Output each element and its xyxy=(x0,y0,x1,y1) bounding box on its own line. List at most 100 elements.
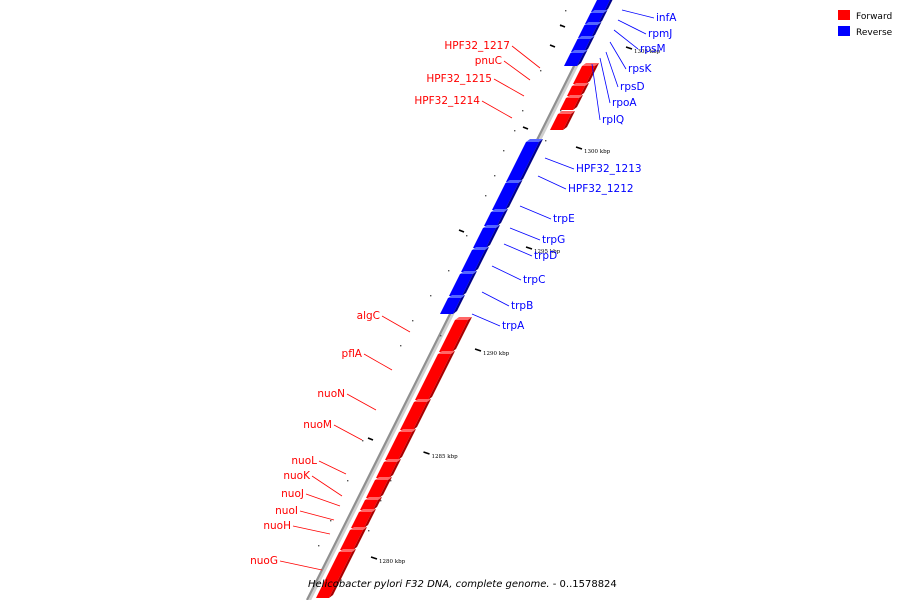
gene-label-hpf32-1215: HPF32_1215 xyxy=(426,73,525,97)
reverse-gene xyxy=(506,139,543,182)
svg-text:HPF32_1213: HPF32_1213 xyxy=(576,163,642,175)
gene-label-infa: infA xyxy=(621,9,677,24)
tick-label: 1285 kbp xyxy=(432,454,459,460)
legend-reverse-swatch xyxy=(838,26,850,36)
scale-dot xyxy=(380,500,382,502)
forward-gene xyxy=(360,497,382,510)
gene-label-nuom: nuoM xyxy=(303,419,363,441)
tick-mark xyxy=(549,44,556,48)
tick-label: 1300 kbp xyxy=(584,149,611,155)
svg-text:infA: infA xyxy=(656,12,677,24)
svg-text:nuoM: nuoM xyxy=(303,419,332,431)
reverse-gene xyxy=(578,22,602,38)
reverse-gene xyxy=(449,271,477,296)
forward-gene xyxy=(567,83,589,96)
gene-label-nuog: nuoG xyxy=(250,555,323,571)
tick-mark xyxy=(525,246,533,250)
caption-range: - 0..1578824 xyxy=(550,579,617,590)
legend-forward-label: Forward xyxy=(856,12,892,22)
map-caption: Helicobacter pylori F32 DNA, complete ge… xyxy=(308,579,617,590)
scale-dot xyxy=(503,150,505,152)
scale-dot xyxy=(362,440,364,442)
legend-reverse-label: Reverse xyxy=(856,28,893,38)
forward-gene xyxy=(560,95,583,110)
tick-mark xyxy=(474,348,482,352)
svg-text:rplQ: rplQ xyxy=(602,114,624,126)
scale-dot xyxy=(466,235,468,237)
scale-dot xyxy=(448,270,450,272)
scale-dot xyxy=(390,480,392,482)
gene-label-layer: infA rpmJ rpsM rpsK rpsD rpoA rplQ HPF32_1213 HP… xyxy=(250,9,677,571)
forward-gene xyxy=(550,111,575,130)
svg-text:trpE: trpE xyxy=(553,213,575,225)
gene-label-pnuc: pnuC xyxy=(475,55,531,81)
gene-label-nuoi: nuoI xyxy=(275,505,335,521)
scale-dot xyxy=(412,320,414,322)
scale-dot xyxy=(430,295,432,297)
scale-dot xyxy=(522,110,524,112)
svg-text:algC: algC xyxy=(357,310,380,322)
svg-text:pflA: pflA xyxy=(342,348,363,360)
scale-dots xyxy=(318,10,587,547)
tick-label: 1280 kbp xyxy=(379,559,406,565)
reverse-gene xyxy=(571,36,595,52)
tick-label: 1290 kbp xyxy=(483,351,510,357)
reverse-gene xyxy=(591,0,613,12)
gene-label-trpe: trpE xyxy=(519,205,575,225)
gene-label-trpa: trpA xyxy=(471,313,525,332)
svg-text:HPF32_1212: HPF32_1212 xyxy=(568,183,634,195)
gene-label-hpf32-1214: HPF32_1214 xyxy=(414,95,513,119)
svg-text:trpB: trpB xyxy=(511,300,533,312)
reverse-gene xyxy=(492,180,523,210)
svg-text:rpsK: rpsK xyxy=(628,63,652,75)
tick-mark xyxy=(367,437,374,441)
tick-mark xyxy=(458,229,465,233)
tick-mark xyxy=(522,126,529,130)
gene-label-rpoa: rpoA xyxy=(599,57,637,109)
scale-dot xyxy=(330,520,332,522)
svg-text:nuoL: nuoL xyxy=(291,455,317,467)
tick-mark xyxy=(423,451,430,455)
reverse-gene xyxy=(484,209,508,226)
tick-mark xyxy=(559,24,566,28)
tick-mark xyxy=(370,556,378,560)
reverse-gene xyxy=(461,247,489,272)
svg-text:trpA: trpA xyxy=(502,320,525,332)
gene-label-nuok: nuoK xyxy=(283,470,343,497)
svg-text:HPF32_1214: HPF32_1214 xyxy=(414,95,480,107)
svg-text:trpC: trpC xyxy=(523,274,545,286)
gene-label-pfla: pflA xyxy=(342,348,393,371)
scale-dot xyxy=(545,140,547,142)
forward-gene xyxy=(316,549,356,598)
svg-text:rpsM: rpsM xyxy=(640,43,666,55)
scale-dot xyxy=(400,345,402,347)
gene-label-nuoh: nuoH xyxy=(263,520,331,535)
forward-gene xyxy=(415,351,455,400)
svg-text:pnuC: pnuC xyxy=(475,55,502,67)
gene-layer xyxy=(316,0,613,598)
tick-mark xyxy=(575,146,583,150)
gene-label-rpsd: rpsD xyxy=(605,51,645,93)
svg-text:HPF32_1215: HPF32_1215 xyxy=(426,73,492,85)
gene-label-nuon: nuoN xyxy=(317,388,377,411)
tick-label: 1295 kbp xyxy=(534,249,561,255)
scale-dot xyxy=(440,335,442,337)
forward-gene xyxy=(351,509,376,528)
tick-mark xyxy=(625,46,633,50)
scale-dot xyxy=(514,130,516,132)
legend-forward-swatch xyxy=(838,10,850,20)
tick-label: 1305 kbp xyxy=(634,49,661,55)
gene-label-trpg: trpG xyxy=(509,227,565,246)
gene-label-algc: algC xyxy=(357,310,411,333)
gene-label-nuoj: nuoJ xyxy=(281,488,341,507)
gene-label-rpmj: rpmJ xyxy=(617,19,672,40)
scale-dot xyxy=(368,530,370,532)
gene-label-nuol: nuoL xyxy=(291,455,347,475)
svg-text:nuoK: nuoK xyxy=(283,470,311,482)
svg-text:nuoN: nuoN xyxy=(317,388,345,400)
forward-gene xyxy=(340,527,367,550)
svg-text:rpsD: rpsD xyxy=(620,81,645,93)
scale-dot xyxy=(485,195,487,197)
